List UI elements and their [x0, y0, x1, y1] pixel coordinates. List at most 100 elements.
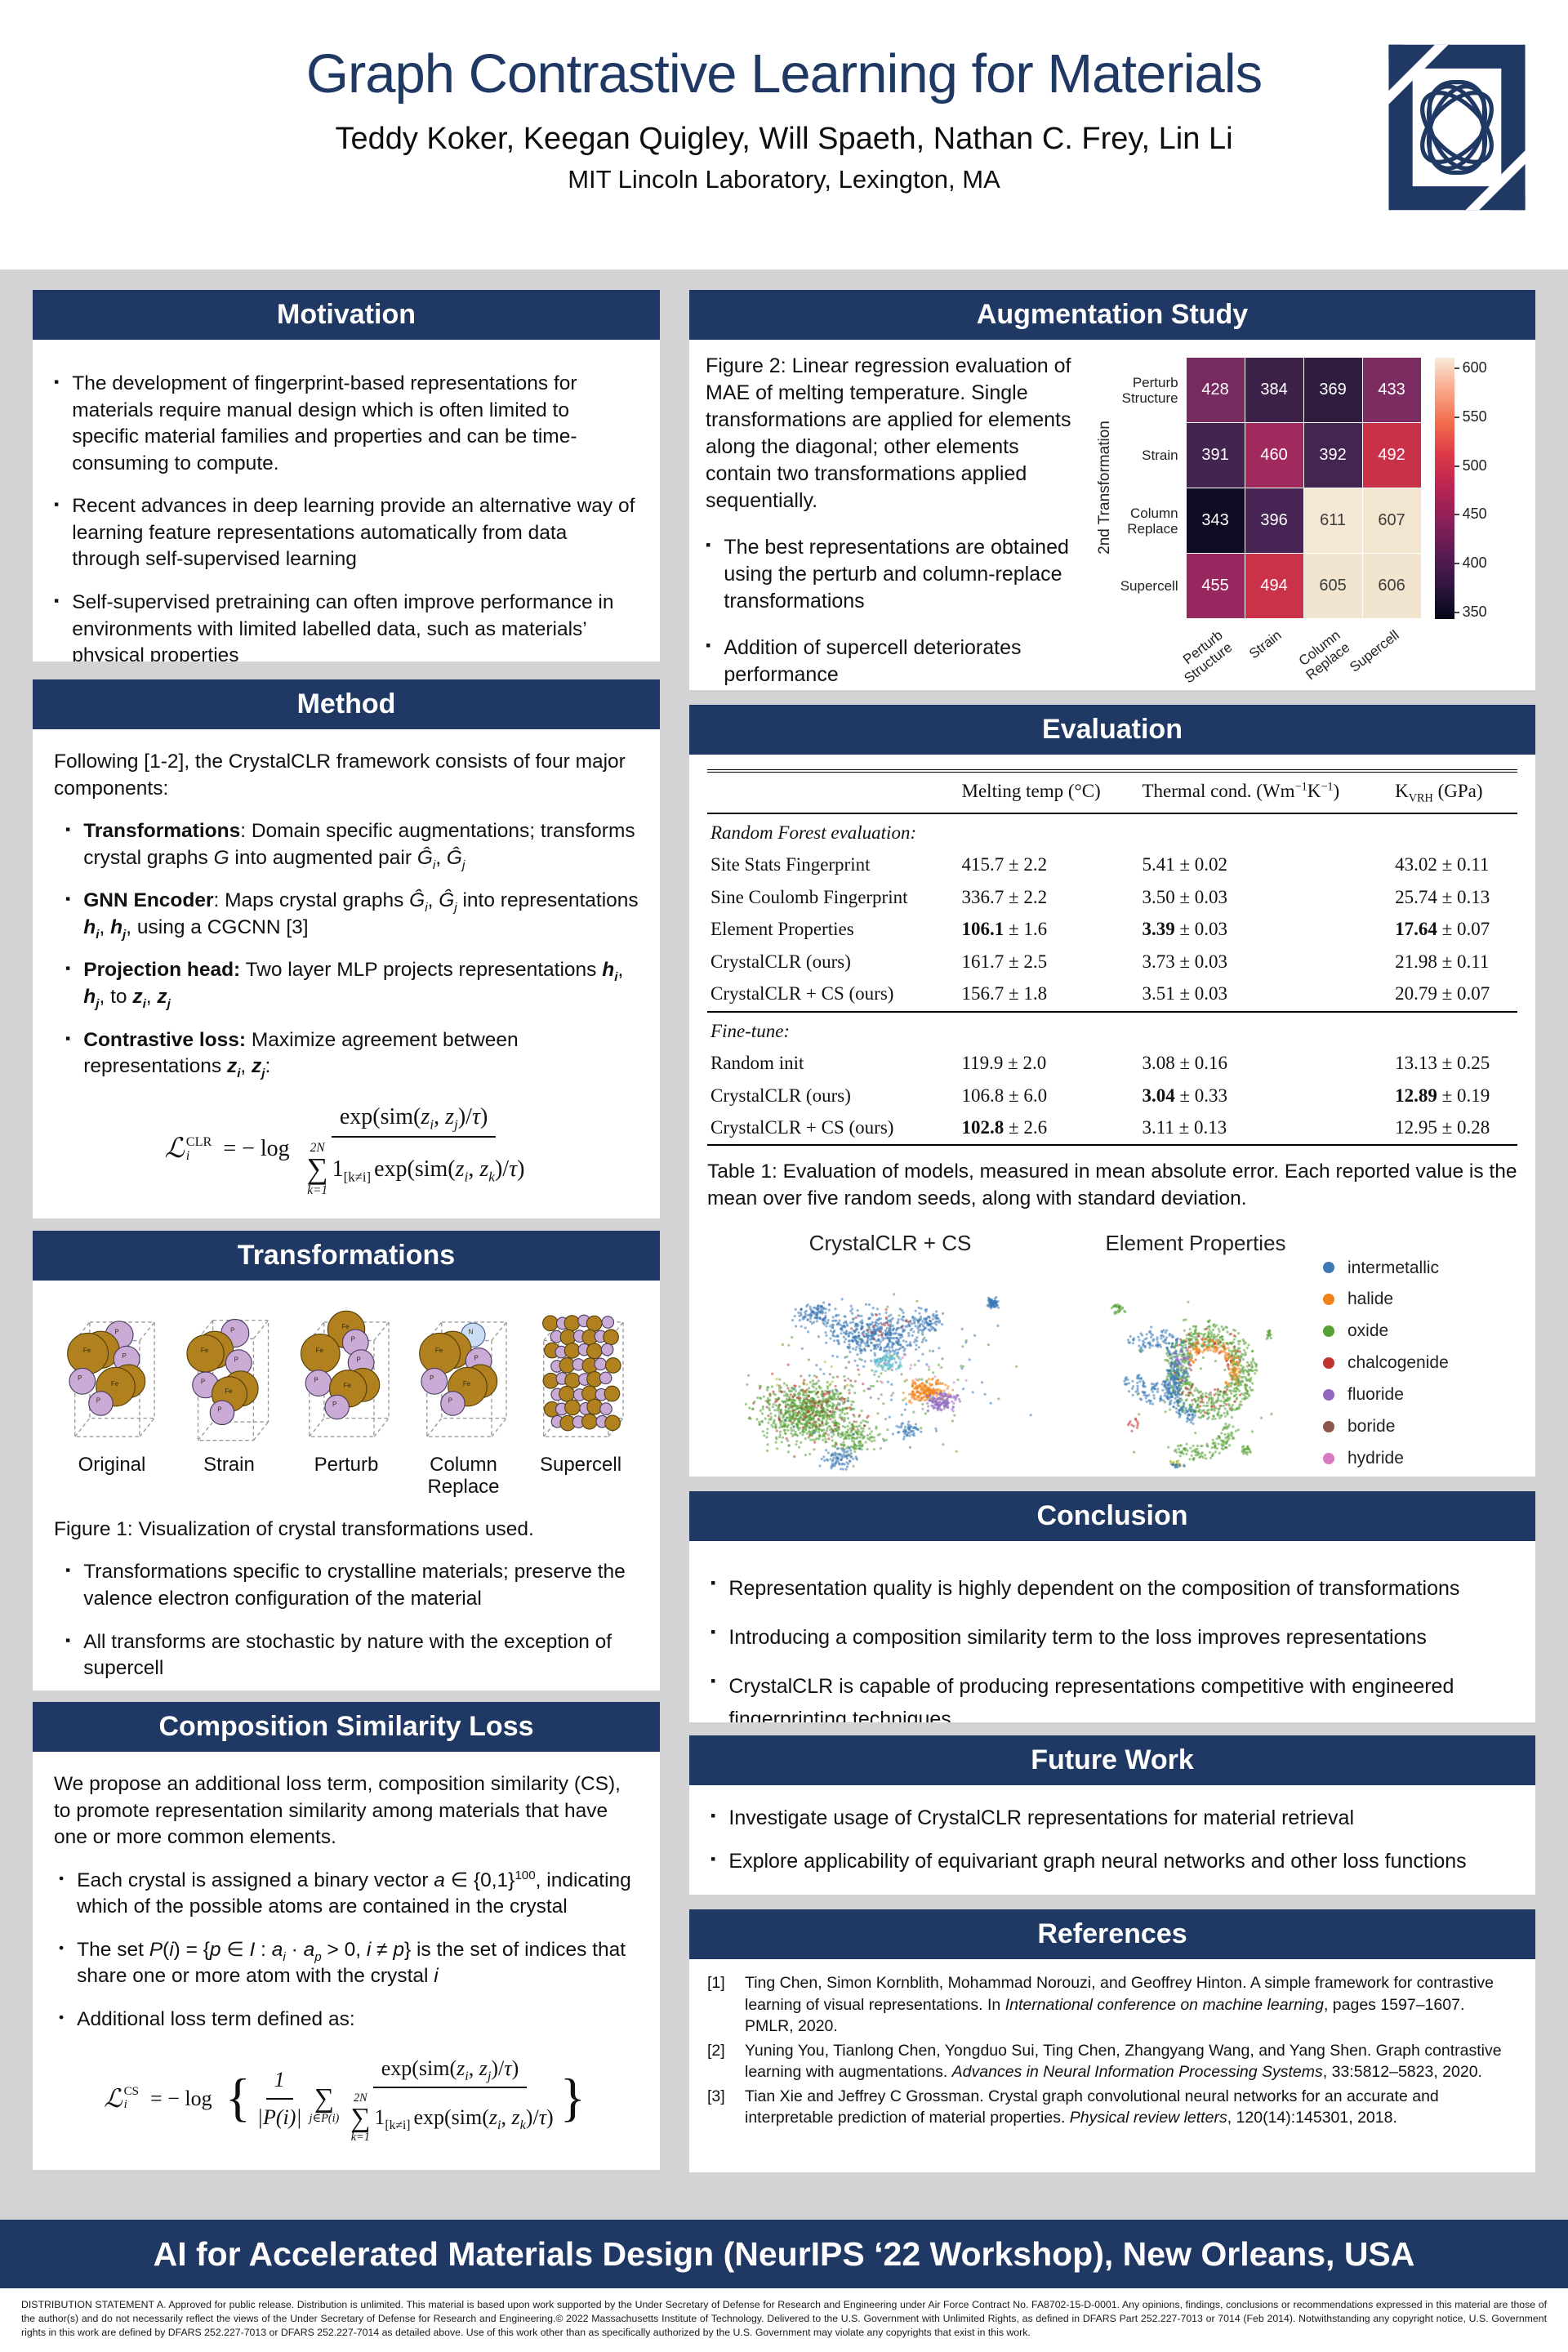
heatmap-cell: 494: [1245, 554, 1303, 618]
bullet-text: All transforms are stochastic by nature …: [83, 1630, 612, 1680]
legend-label: hydride: [1348, 1449, 1404, 1468]
figure3-umap: CrystalCLR + CS Element Properties inter…: [707, 1229, 1517, 1477]
page-title: Graph Contrastive Learning for Materials: [305, 43, 1263, 105]
table-row: Sine Coulomb Fingerprint 336.7 ± 2.2 3.50 …: [707, 881, 1517, 914]
crystal-figure-label: Supercell: [539, 1453, 622, 1476]
bullet-marker-icon: •: [59, 1869, 65, 1886]
conclusion-panel: Conclusion ▪ Representation quality is hi…: [689, 1491, 1535, 1722]
svg-text:Fe: Fe: [344, 1382, 352, 1389]
bullet-item: ▪ Introducing a composition similarity te…: [710, 1621, 1514, 1654]
svg-text:Fe: Fe: [462, 1380, 470, 1388]
heatmap-row-label: Column Replace: [1127, 505, 1178, 537]
bullet-text: The development of fingerprint-based rep…: [72, 372, 577, 474]
crystal-figure-image: FePFePPFeFeP: [300, 1310, 390, 1437]
heatmap-y-axis-title: 2nd Transformation: [1095, 421, 1113, 555]
bullet-item: ▪ The development of fingerprint-based re…: [54, 371, 639, 477]
poster-header: Graph Contrastive Learning for Materials…: [0, 0, 1568, 270]
reference-number: [1]: [707, 1974, 725, 1992]
bullet-item: ▪ Transformations specific to crystalline…: [65, 1559, 639, 1612]
bullet-item: • Each crystal is assigned a binary vecto…: [59, 1868, 639, 1921]
umap-right-title: Element Properties: [1105, 1230, 1286, 1255]
bullet-item: ▪ Recent advances in deep learning provid…: [54, 493, 639, 573]
table-row: Element Properties 106.1 ± 1.6 3.39 ± 0.03…: [707, 914, 1517, 947]
bullet-marker-icon: ▪: [710, 1624, 716, 1640]
heatmap-cell: 433: [1362, 358, 1421, 422]
composition-similarity-header: Composition Similarity Loss: [33, 1702, 660, 1752]
augmentation-list: ▪ The best representations are obtained u…: [706, 534, 1082, 688]
legend-dot-icon: [1323, 1262, 1334, 1274]
legend-dot-icon: [1323, 1421, 1334, 1433]
cs-loss-formula: ℒ CS i = − log { 1 |P(i)| ∑ j∈P(i) exp(sim…: [104, 2056, 586, 2145]
table-cell: 25.74 ± 0.13: [1395, 886, 1490, 907]
table-cell: 106.8 ± 6.0: [961, 1085, 1048, 1106]
colorbar-tick-label: 500: [1462, 457, 1487, 474]
bullet-marker-icon: ▪: [54, 592, 60, 609]
table-row-label: Element Properties: [710, 919, 854, 940]
figure1-caption: Figure 1: Visualization of crystal trans…: [54, 1517, 534, 1540]
crystal-figure: PFeFePPFeFePStrain: [172, 1302, 287, 1499]
evaluation-table: Melting temp (°C) Thermal cond. (Wm−1K−1)…: [707, 769, 1517, 1147]
future-work-list: ▪ Investigate usage of CrystalCLR represe…: [710, 1805, 1514, 1876]
heatmap-cell: 455: [1186, 554, 1245, 618]
table-cell: 17.64 ± 0.07: [1395, 919, 1490, 940]
table-row-label: CrystalCLR + CS (ours): [710, 983, 894, 1004]
svg-text:Fe: Fe: [111, 1380, 119, 1388]
svg-text:Fe: Fe: [341, 1323, 350, 1330]
table-cell: 3.11 ± 0.13: [1142, 1117, 1227, 1138]
legend-item: chalcogenide: [1323, 1352, 1449, 1374]
heatmap-cell: 611: [1303, 488, 1362, 553]
legend-label: halide: [1348, 1290, 1394, 1309]
table-cell: 106.1 ± 1.6: [961, 919, 1048, 940]
svg-text:P: P: [78, 1374, 82, 1382]
bullet-text: Recent advances in deep learning provide…: [72, 495, 635, 571]
reference-text: Yuning You, Tianlong Chen, Yongduo Sui, …: [745, 2041, 1502, 2082]
bullet-marker-icon: ▪: [706, 637, 711, 653]
future-work-header: Future Work: [689, 1735, 1535, 1785]
heatmap-cell: 606: [1362, 554, 1421, 618]
future-work-panel: Future Work ▪ Investigate usage of Crysta…: [689, 1735, 1535, 1895]
references-header: References: [689, 1909, 1535, 1959]
table-cell: 3.51 ± 0.03: [1142, 983, 1228, 1004]
bullet-marker-icon: ▪: [65, 1029, 71, 1046]
mit-lincoln-laboratory-logo-icon: [1388, 44, 1526, 211]
affiliation: MIT Lincoln Laboratory, Lexington, MA: [568, 165, 1000, 194]
bullet-marker-icon: ▪: [706, 537, 711, 553]
crystal-figure: NFeFePPFeFePColumn Replace: [406, 1302, 522, 1499]
crystal-figure: PFeFePPFeFePOriginal: [54, 1302, 170, 1499]
svg-text:P: P: [332, 1401, 336, 1408]
colorbar-tick-label: 600: [1462, 359, 1487, 376]
table-row: Random init 119.9 ± 2.0 3.08 ± 0.16 13.13 ±…: [707, 1048, 1517, 1080]
crystal-figure-image: PFeFePPFeFeP: [67, 1321, 155, 1437]
bullet-text: Representation quality is highly depende…: [728, 1577, 1460, 1600]
bullet-marker-icon: ▪: [710, 1575, 716, 1591]
bullet-item: • Additional loss term defined as:: [59, 2007, 639, 2034]
legend-label: chalcogenide: [1348, 1353, 1449, 1373]
bullet-text: Addition of supercell deteriorates perfo…: [724, 636, 1022, 686]
bullet-marker-icon: ▪: [65, 960, 71, 977]
bullet-marker-icon: •: [59, 2009, 65, 2026]
legend-item: fluoride: [1323, 1383, 1449, 1406]
heatmap-cell: 369: [1303, 358, 1362, 422]
table-header: Melting temp (°C): [958, 771, 1139, 814]
heatmap-row-label: Strain: [1142, 448, 1178, 464]
bullet-marker-icon: ▪: [54, 373, 60, 390]
table-cell: 3.39 ± 0.03: [1142, 919, 1228, 940]
clr-loss-formula: ℒ CLR i = − log exp(sim(zi, zj)/τ) 2N ∑ k=1…: [54, 1102, 639, 1196]
table-cell: 20.79 ± 0.07: [1395, 983, 1490, 1004]
bullet-item: ▪ Contrastive loss: Maximize agreement be…: [65, 1027, 639, 1080]
legend-dot-icon: [1323, 1389, 1334, 1401]
table1-caption: Table 1: Evaluation of models, measured …: [707, 1160, 1517, 1209]
bullet-text: The set P(i) = {p ∈ I : ai · ap > 0, i ≠…: [77, 1938, 626, 1988]
bullet-marker-icon: ▪: [65, 821, 71, 838]
figure2-caption: Figure 2: Linear regression evaluation o…: [706, 354, 1071, 512]
figure2-heatmap: Perturb Structure Strain Column Replace Sup…: [1095, 353, 1519, 690]
bullet-text: CrystalCLR is capable of producing repre…: [728, 1675, 1454, 1722]
svg-text:P: P: [474, 1354, 478, 1361]
bullet-item: ▪ Investigate usage of CrystalCLR represe…: [710, 1805, 1514, 1832]
bullet-text: The best representations are obtained us…: [724, 536, 1069, 612]
svg-text:P: P: [122, 1352, 126, 1360]
heatmap-cell: 460: [1245, 423, 1303, 488]
table-row: CrystalCLR (ours) 106.8 ± 6.0 3.04 ± 0.33 1…: [707, 1080, 1517, 1112]
bullet-item: ▪ Representation quality is highly depend…: [710, 1572, 1514, 1605]
heatmap-cell: 391: [1186, 423, 1245, 488]
